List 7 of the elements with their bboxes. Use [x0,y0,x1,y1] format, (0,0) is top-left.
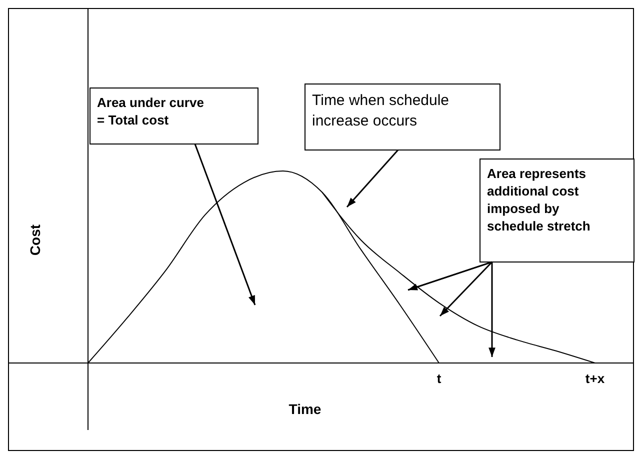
text: Area under curve = Total cost [97,95,204,128]
annotation: Area represents additional cost imposed by schedule stretch [487,166,590,234]
x-tick-label: t [436,371,442,386]
text: Time when schedule increase occurs [312,92,450,130]
y-axis-title: Cost [27,224,43,256]
x-tick-label: t+x [585,371,606,386]
x-axis-title: Time [288,401,322,417]
